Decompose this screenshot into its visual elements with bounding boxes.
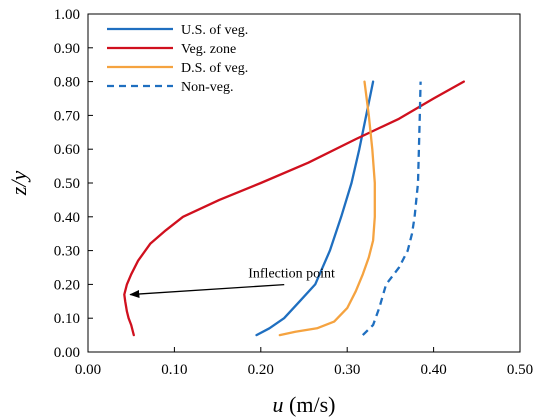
y-tick-label: 0.30: [54, 244, 80, 260]
series-line-2: [123, 80, 465, 337]
legend-label: D.S. of veg.: [181, 61, 248, 76]
legend: U.S. of veg. Veg. zone D.S. of veg. Non-veg…: [107, 23, 248, 95]
y-axis-title: z/y: [6, 171, 31, 197]
plot-area: [87, 13, 521, 353]
y-tick-label: 0.40: [54, 210, 80, 226]
y-tick-label: 1.00: [54, 7, 80, 23]
x-tick-label: 0.30: [334, 362, 360, 378]
y-tick-label: 0.10: [54, 311, 80, 327]
y-axis-ticks: 0.00 0.10 0.20 0.30 0.40 0.50 0.60 0.70 0.80 0.90…: [54, 7, 93, 361]
y-tick-label: 0.20: [54, 277, 80, 293]
series-lines: [123, 80, 465, 337]
x-tick-label: 0.10: [161, 362, 187, 378]
annotation-label: Inflection point: [248, 267, 335, 282]
legend-label: U.S. of veg.: [181, 23, 248, 38]
y-tick-label: 0.50: [54, 176, 80, 192]
y-tick-label: 0.00: [54, 345, 80, 361]
series-line-4: [361, 81, 422, 336]
annotation-arrow: [129, 283, 285, 298]
legend-label: Veg. zone: [181, 42, 236, 57]
series-line-3: [278, 80, 376, 337]
y-tick-label: 0.60: [54, 142, 80, 158]
x-axis-title: u (m/s): [273, 392, 336, 417]
x-tick-label: 0.00: [75, 362, 101, 378]
y-tick-label: 0.80: [54, 75, 80, 91]
y-tick-label: 0.70: [54, 108, 80, 124]
x-tick-label: 0.20: [248, 362, 274, 378]
x-tick-label: 0.50: [507, 362, 533, 378]
legend-label: Non-veg.: [181, 80, 234, 95]
series-line-1: [255, 80, 375, 337]
annotation-layer: Inflection point: [129, 267, 335, 298]
x-tick-label: 0.40: [420, 362, 446, 378]
y-tick-label: 0.90: [54, 41, 80, 57]
x-axis-ticks: 0.00 0.10 0.20 0.30 0.40 0.50: [75, 347, 533, 378]
